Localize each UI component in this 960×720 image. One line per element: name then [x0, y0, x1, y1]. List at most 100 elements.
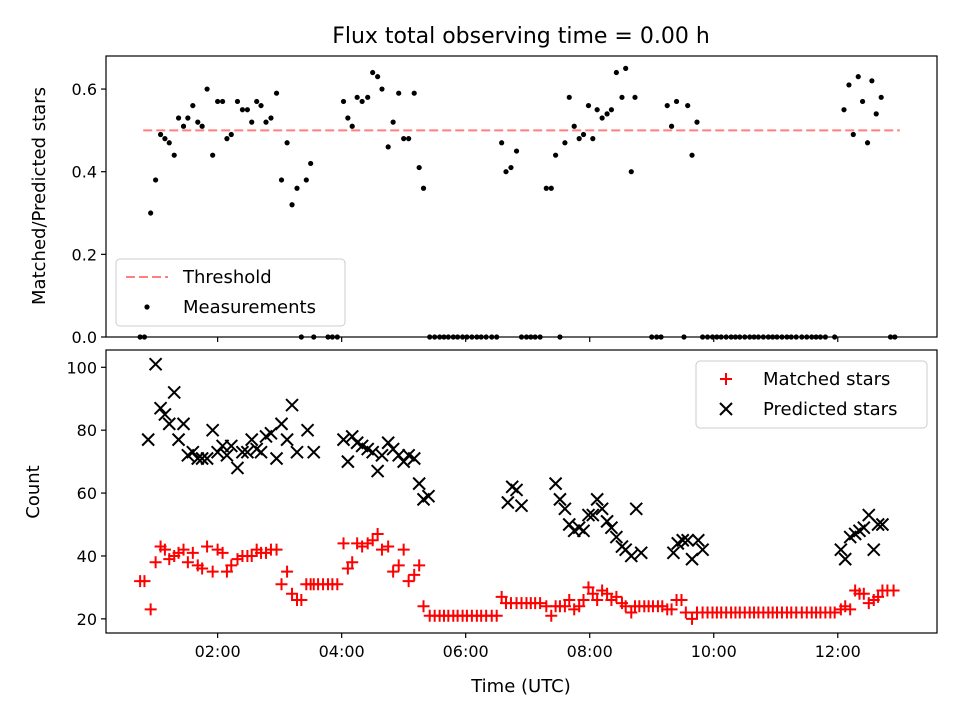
- matched-stars-point: [138, 575, 151, 588]
- count-x-axis: 02:00 04:00 06:00 08:00 10:00 12:00: [195, 633, 861, 661]
- count-legend-box: [695, 360, 928, 429]
- matched-stars-point: [281, 565, 294, 578]
- measurement-point: [632, 94, 638, 100]
- predicted-stars-point: [336, 432, 351, 447]
- count-y-axis-label: Count: [23, 465, 44, 518]
- measurement-point: [873, 111, 879, 117]
- ratio-x-axis: [217, 337, 839, 342]
- measurement-point: [273, 90, 280, 96]
- predicted-stars-point: [280, 432, 294, 447]
- y-tick-label: 80: [77, 421, 97, 440]
- ratio-y-axis: 0.0 0.2 0.4 0.6: [72, 80, 106, 347]
- matched-stars-point: [382, 540, 395, 553]
- count-legend: Matched stars Predicted stars: [695, 360, 928, 429]
- matched-stars-point: [346, 556, 359, 569]
- predicted-stars-point: [629, 502, 643, 516]
- predicted-stars-point: [875, 517, 890, 532]
- predicted-stars-point: [857, 520, 871, 535]
- predicted-stars-point: [153, 401, 168, 415]
- measurement-point: [249, 119, 255, 125]
- predicted-stars-point: [581, 508, 596, 522]
- measurement-point: [228, 131, 234, 138]
- measurement-point: [859, 98, 866, 105]
- y-tick-label: 0.6: [72, 80, 97, 99]
- measurement-point: [594, 107, 600, 113]
- predicted-stars-point: [365, 445, 380, 459]
- measurement-point: [396, 90, 402, 96]
- matched-stars-point: [665, 603, 678, 616]
- predicted-stars-point: [167, 385, 181, 400]
- predicted-stars-point: [240, 445, 255, 459]
- matched-stars-point: [275, 578, 288, 591]
- predicted-stars-point: [867, 542, 881, 557]
- predicted-stars-point: [691, 533, 705, 547]
- measurement-point: [157, 131, 164, 138]
- matched-stars-point: [408, 568, 421, 581]
- measurement-point: [571, 123, 577, 129]
- x-tick-label: 04:00: [319, 642, 365, 661]
- ratio-panel: 0.0 0.2 0.4 0.6 Matched/Predicted stars Thr…: [29, 55, 938, 347]
- y-tick-label: 0.2: [72, 245, 97, 264]
- measurement-point: [604, 111, 610, 117]
- matched-stars-point: [149, 556, 162, 569]
- matched-stars-point: [545, 609, 558, 622]
- matched-stars-point: [216, 546, 229, 559]
- predicted-stars-point: [871, 517, 885, 532]
- measurement-point: [254, 98, 260, 105]
- measurement-point: [562, 140, 568, 146]
- x-tick-label: 08:00: [567, 642, 613, 661]
- measurement-point: [359, 98, 365, 105]
- matched-stars-point: [577, 593, 590, 606]
- y-tick-label: 60: [77, 484, 97, 503]
- y-tick-label: 40: [77, 547, 97, 566]
- predicted-stars-point: [838, 552, 852, 566]
- matched-stars-point: [387, 565, 400, 578]
- matched-stars-point: [366, 534, 379, 547]
- predicted-stars-point: [666, 546, 681, 560]
- matched-stars-point: [402, 575, 415, 588]
- measurement-point: [224, 136, 230, 142]
- measurement-point: [345, 115, 351, 121]
- measurement-point: [613, 69, 619, 76]
- predicted-stars-point: [548, 476, 563, 491]
- matched-stars-point: [490, 609, 503, 622]
- measurement-point: [354, 94, 360, 100]
- predicted-stars-point: [634, 546, 648, 560]
- matched-stars-point: [591, 593, 604, 606]
- y-tick-label: 100: [66, 358, 97, 377]
- x-tick-label: 12:00: [815, 642, 861, 661]
- ratio-legend-box: [115, 258, 346, 327]
- ratio-plot-frame: [105, 55, 938, 338]
- measurement-point: [864, 140, 871, 146]
- predicted-stars-point: [176, 417, 191, 431]
- predicted-stars-point: [205, 423, 220, 437]
- predicted-stars-point: [285, 398, 299, 412]
- matched-legend-label: Matched stars: [763, 369, 890, 390]
- measurement-point: [850, 131, 856, 138]
- predicted-stars-point: [509, 483, 524, 497]
- predicted-stars-point: [171, 432, 186, 447]
- predicted-stars-point: [514, 498, 529, 513]
- measurement-point: [370, 69, 376, 76]
- measurement-point: [239, 107, 246, 113]
- count-plot-frame: [105, 349, 938, 634]
- measurement-point: [199, 123, 205, 129]
- matched-stars-point: [341, 562, 354, 575]
- measurement-point: [585, 102, 592, 109]
- predicted-stars-point: [695, 542, 710, 557]
- matched-legend-swatch: [720, 373, 732, 385]
- predicted-stars-point: [200, 451, 214, 466]
- y-tick-label: 0.0: [72, 328, 97, 347]
- measurement-point: [365, 94, 371, 100]
- predicted-stars-series: [141, 357, 890, 566]
- predicted-stars-point: [680, 533, 695, 547]
- matched-stars-point: [220, 565, 233, 578]
- predicted-legend-label: Predicted stars: [763, 399, 897, 420]
- predicted-stars-point: [230, 461, 245, 475]
- matched-stars-point: [245, 549, 258, 562]
- matched-stars-point: [417, 600, 430, 613]
- predicted-stars-point: [576, 524, 591, 538]
- predicted-stars-point: [254, 445, 268, 459]
- predicted-stars-point: [370, 464, 385, 478]
